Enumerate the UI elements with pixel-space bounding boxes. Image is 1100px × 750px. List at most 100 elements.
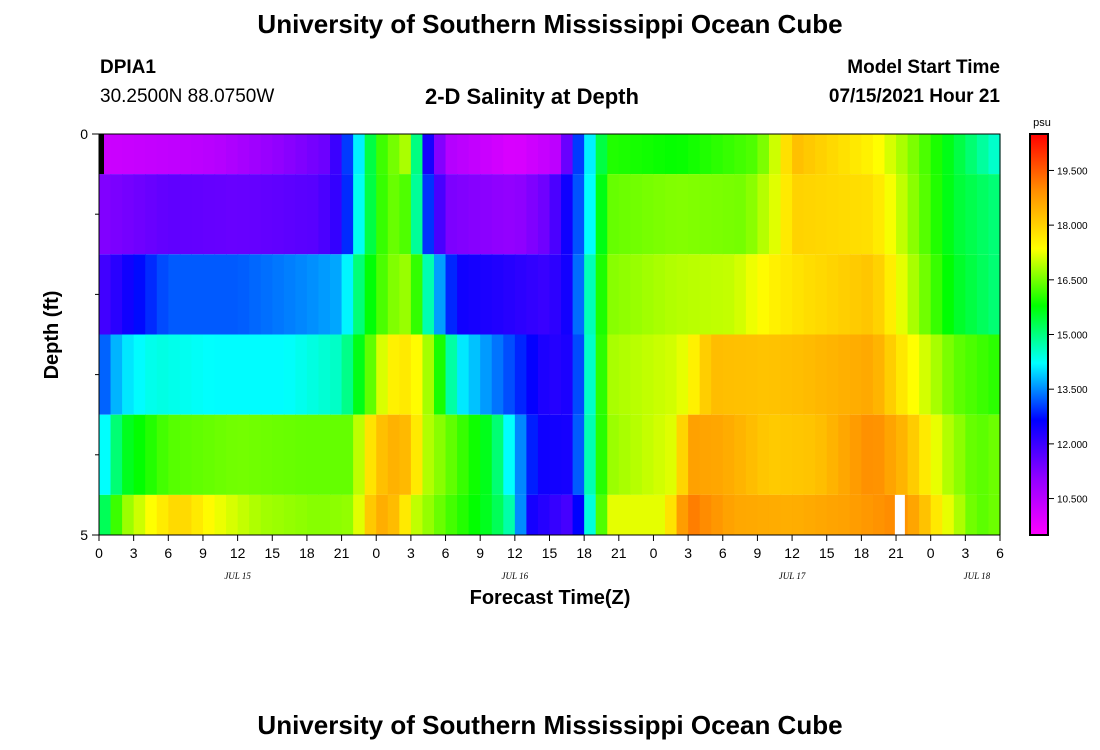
- heatmap-cell: [976, 174, 990, 255]
- x-tick-label: 15: [819, 545, 835, 561]
- heatmap-cell: [353, 494, 366, 535]
- heatmap-cell: [688, 254, 701, 335]
- heatmap-cell: [826, 254, 839, 335]
- heatmap-cell: [907, 334, 920, 415]
- heatmap-cell: [260, 134, 273, 175]
- heatmap-cell: [872, 254, 886, 335]
- heatmap-cell: [757, 414, 770, 495]
- heatmap-cell: [768, 254, 782, 335]
- heatmap-cell: [953, 134, 966, 175]
- heatmap-cell: [99, 254, 112, 335]
- colorbar-tick-label: 10.500: [1057, 495, 1088, 506]
- heatmap-cell: [410, 134, 424, 175]
- heatmap-cell: [965, 134, 978, 175]
- heatmap-cell: [549, 334, 562, 415]
- heatmap-cell: [561, 174, 574, 255]
- heatmap-cell: [156, 134, 169, 175]
- heatmap-cell: [815, 414, 828, 495]
- heatmap-cell: [445, 254, 458, 335]
- heatmap-cell: [930, 254, 943, 335]
- heatmap-cell: [641, 414, 655, 495]
- heatmap-cell: [595, 334, 608, 415]
- heatmap-cell: [595, 494, 608, 535]
- heatmap-cell: [872, 174, 886, 255]
- heatmap-cell: [330, 134, 343, 175]
- heatmap-cell: [202, 494, 216, 535]
- x-tick-label: 12: [507, 545, 523, 561]
- heatmap-cell: [584, 334, 597, 415]
- heatmap-cell: [919, 334, 932, 415]
- heatmap-row-4: [99, 334, 1001, 415]
- heatmap-cell: [249, 134, 262, 175]
- heatmap-cell: [156, 414, 169, 495]
- heatmap-cell: [330, 254, 343, 335]
- colorbar-scale: [1029, 133, 1049, 536]
- heatmap-cell: [422, 254, 435, 335]
- heatmap-cell: [433, 334, 447, 415]
- heatmap-cell: [422, 414, 435, 495]
- heatmap-cell: [249, 254, 262, 335]
- heatmap-cell: [572, 174, 585, 255]
- heatmap-cell: [595, 254, 608, 335]
- heatmap-cell: [503, 254, 516, 335]
- heatmap-cell: [457, 414, 470, 495]
- heatmap-cell: [179, 494, 193, 535]
- heatmap-cell: [526, 174, 539, 255]
- x-tick-label: 18: [854, 545, 870, 561]
- heatmap-cell: [584, 494, 597, 535]
- heatmap-cell: [260, 254, 273, 335]
- heatmap-cell: [514, 414, 527, 495]
- heatmap-cell: [491, 414, 504, 495]
- heatmap-cell: [757, 254, 770, 335]
- heatmap-cell: [699, 174, 712, 255]
- heatmap-cell: [607, 254, 620, 335]
- heatmap-cell: [306, 334, 320, 415]
- heatmap-cell: [561, 134, 574, 175]
- heatmap-cell: [191, 134, 204, 175]
- heatmap-cell: [768, 494, 782, 535]
- heatmap-cell: [514, 174, 527, 255]
- heatmap-cell: [630, 414, 643, 495]
- heatmap-cell: [711, 134, 724, 175]
- heatmap-cell: [607, 494, 620, 535]
- heatmap-cell: [745, 334, 759, 415]
- heatmap-cell: [457, 334, 470, 415]
- heatmap-cell: [699, 254, 712, 335]
- heatmap-cell: [665, 494, 678, 535]
- heatmap-cell: [872, 334, 886, 415]
- heatmap-cell: [907, 174, 920, 255]
- heatmap-cell: [410, 414, 424, 495]
- y-axis: 05: [80, 126, 99, 543]
- heatmap-cell: [295, 254, 308, 335]
- heatmap-cell: [618, 254, 631, 335]
- heatmap-cell: [422, 334, 435, 415]
- heatmap-cell: [688, 134, 701, 175]
- heatmap-cell: [445, 494, 458, 535]
- heatmap-cell: [526, 334, 539, 415]
- heatmap-cell: [953, 174, 966, 255]
- x-tick-label: 3: [407, 545, 415, 561]
- heatmap-cell: [803, 494, 816, 535]
- heatmap-cell: [341, 174, 354, 255]
- heatmap-cell: [665, 414, 678, 495]
- heatmap-cell: [214, 334, 227, 415]
- heatmap-cell: [780, 494, 793, 535]
- heatmap-cell: [734, 174, 747, 255]
- x-tick-label: 15: [264, 545, 280, 561]
- heatmap-cell: [503, 334, 516, 415]
- heatmap-cell: [768, 414, 782, 495]
- heatmap-cell: [942, 134, 955, 175]
- heatmap-cell: [318, 494, 331, 535]
- heatmap-cell: [422, 174, 435, 255]
- heatmap-cell: [572, 334, 585, 415]
- heatmap-cell: [734, 254, 747, 335]
- heatmap-cell: [249, 334, 262, 415]
- heatmap-cell: [272, 414, 285, 495]
- heatmap-cell: [133, 254, 146, 335]
- heatmap-cell: [122, 334, 135, 415]
- heatmap-cell: [965, 254, 978, 335]
- heatmap-cell: [202, 174, 216, 255]
- heatmap-cell: [930, 174, 943, 255]
- x-tick-label: 12: [230, 545, 246, 561]
- heatmap-cell: [896, 414, 909, 495]
